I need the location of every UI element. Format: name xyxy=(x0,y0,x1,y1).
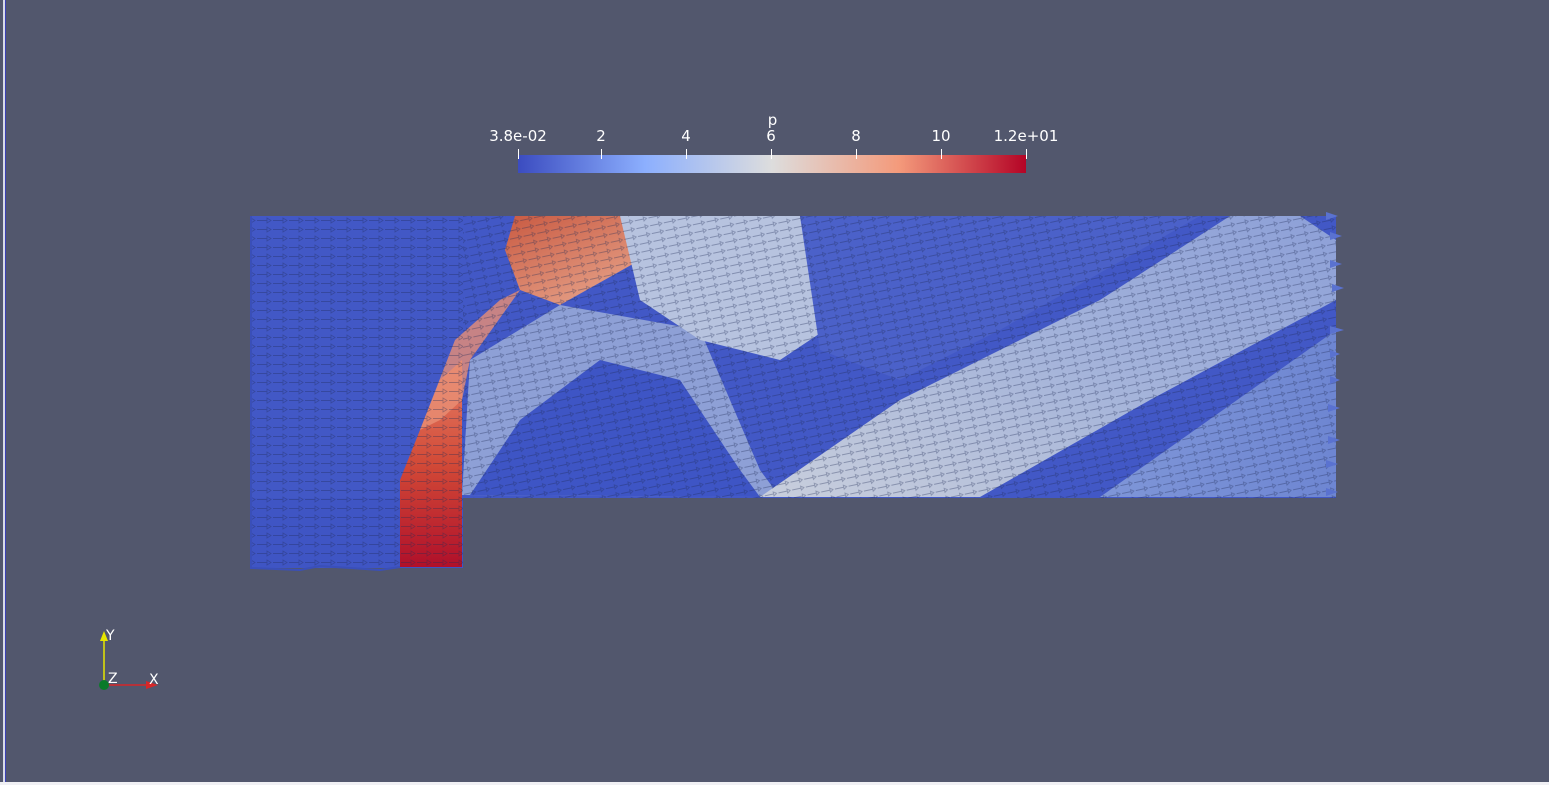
colorbar-tick xyxy=(856,149,857,159)
colorbar-tick xyxy=(771,149,772,159)
x-axis-label: X xyxy=(149,672,159,688)
z-axis-dot-icon xyxy=(99,680,109,690)
glyph-layer-channel xyxy=(463,216,1336,498)
colorbar-tick xyxy=(941,149,942,159)
orientation-axes[interactable]: Y Z X xyxy=(90,625,170,700)
colorbar-tick xyxy=(601,149,602,159)
colorbar-tick xyxy=(1026,149,1027,159)
colorbar-label: 8 xyxy=(851,127,861,145)
colorbar-tick xyxy=(518,149,519,159)
colorbar-label: 6 xyxy=(766,127,776,145)
y-axis-label: Y xyxy=(106,628,115,644)
inlet-edge xyxy=(250,216,401,572)
colorbar-label: 4 xyxy=(681,127,691,145)
colorbar-label: 10 xyxy=(931,127,951,145)
colorbar-label-min: 3.8e-02 xyxy=(489,127,547,145)
colorbar-tick xyxy=(686,149,687,159)
axes-glyph xyxy=(99,631,158,690)
z-axis-label: Z xyxy=(108,671,118,687)
viewport-border-bottom xyxy=(0,782,1549,785)
colorbar-title: p xyxy=(767,111,778,129)
colorbar-label: 2 xyxy=(596,127,606,145)
outlet-arrows xyxy=(1326,212,1344,496)
colorbar-label-max: 1.2e+01 xyxy=(993,127,1059,145)
colorbar-gradient xyxy=(518,155,1026,173)
glyph-layer-inlet xyxy=(251,216,463,568)
x-axis-arrow-icon xyxy=(146,681,158,689)
color-legend[interactable]: p 3.8e-02 2 4 6 8 10 1.2e+01 xyxy=(440,105,1120,185)
viewport-border xyxy=(3,0,6,785)
y-axis-arrow-icon xyxy=(100,631,108,641)
